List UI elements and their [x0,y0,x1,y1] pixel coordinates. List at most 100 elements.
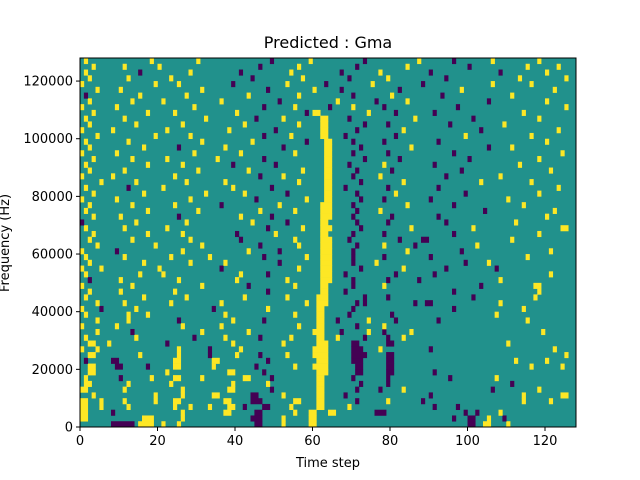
heatmap-cell [138,421,154,428]
heatmap-cell [80,196,85,203]
heatmap-cell [343,271,348,278]
heatmap-cell [153,132,158,140]
heatmap-cell [556,127,561,134]
heatmap-cell [355,386,360,393]
heatmap-cell [196,207,201,214]
heatmap-cell [320,271,333,278]
heatmap-cell [444,75,449,82]
heatmap-cell [320,121,329,128]
heatmap-cell [215,156,220,163]
heatmap-cell [386,184,391,191]
heatmap-cell [316,305,325,312]
heatmap-cell [83,380,92,387]
heatmap-cell [510,144,515,151]
heatmap-cell [83,271,89,278]
heatmap-cell [111,409,116,416]
heatmap-cell [80,104,85,111]
heatmap-cell [444,265,449,272]
heatmap-cell [405,63,410,70]
heatmap-cell [316,398,325,405]
heatmap-cell [382,138,387,145]
heatmap-cell [207,403,213,411]
heatmap-cell [211,357,220,364]
heatmap-cell [339,86,344,93]
heatmap-cell [312,352,329,359]
heatmap-cell [378,346,383,353]
heatmap-cell [95,132,100,140]
heatmap-cell [238,236,244,243]
heatmap-cell [285,190,290,197]
heatmap-cell [386,363,395,370]
heatmap-cell [269,213,275,220]
heatmap-cell [413,115,418,122]
heatmap-cell [289,132,294,140]
heatmap-cell [452,202,457,209]
heatmap-cell [397,156,402,163]
heatmap-cell [269,375,275,382]
heatmap-cell [277,202,282,209]
heatmap-cell [386,380,391,387]
heatmap-cell [285,81,290,88]
heatmap-cell [320,236,333,243]
heatmap-cell [258,173,263,180]
x-tick-label: 0 [76,434,84,449]
heatmap-cell [80,248,85,255]
heatmap-cell [320,219,329,226]
heatmap-cell [207,254,213,261]
heatmap-cell [471,115,476,122]
heatmap-cell [378,386,383,393]
heatmap-cell [320,265,333,272]
heatmap-cell [339,69,344,76]
heatmap-cell [351,230,356,238]
heatmap-cell [355,242,360,249]
heatmap-cell [405,248,410,255]
y-tick-label: 40000 [32,305,73,320]
heatmap-cell [316,334,325,341]
heatmap-cell [351,259,356,266]
heatmap-cell [223,144,228,151]
heatmap-cell [258,352,263,359]
heatmap-cell [80,398,89,405]
heatmap-cell [324,144,333,151]
heatmap-cell [382,242,387,249]
heatmap-cell [176,317,182,324]
heatmap-cell [87,121,92,128]
heatmap-cell [83,69,89,76]
heatmap-cell [359,179,364,186]
heatmap-cell [397,236,402,243]
heatmap-cell [118,86,123,93]
heatmap-cell [378,173,383,180]
heatmap-cell [355,398,360,405]
heatmap-cell [200,242,205,249]
heatmap-cell [91,63,96,70]
heatmap-cell [328,104,333,111]
heatmap-cell [87,352,96,359]
heatmap-cell [455,104,461,111]
heatmap-cell [475,409,480,416]
heatmap-cell [514,357,519,364]
heatmap-cell [529,81,534,88]
heatmap-cell [386,369,395,376]
heatmap-cell [510,92,515,99]
heatmap-cell [99,265,104,272]
heatmap-cell [324,173,333,180]
heatmap-cell [525,254,530,261]
heatmap-cell [204,115,209,122]
heatmap-cell [231,317,236,324]
heatmap-cell [320,254,333,261]
heatmap-cell [188,259,193,266]
heatmap-cell [556,184,561,191]
heatmap-cell [223,398,232,405]
heatmap-cell [87,363,96,370]
heatmap-cell [246,248,251,255]
heatmap-cell [459,248,464,255]
heatmap-cell [122,63,127,70]
heatmap-cell [452,150,457,157]
heatmap-cell [235,277,240,284]
heatmap-cell [390,92,395,99]
heatmap-cell [242,190,247,197]
heatmap-cell [122,386,127,393]
heatmap-cell [130,202,135,209]
heatmap-cell [180,409,185,416]
heatmap-cell [316,392,325,399]
